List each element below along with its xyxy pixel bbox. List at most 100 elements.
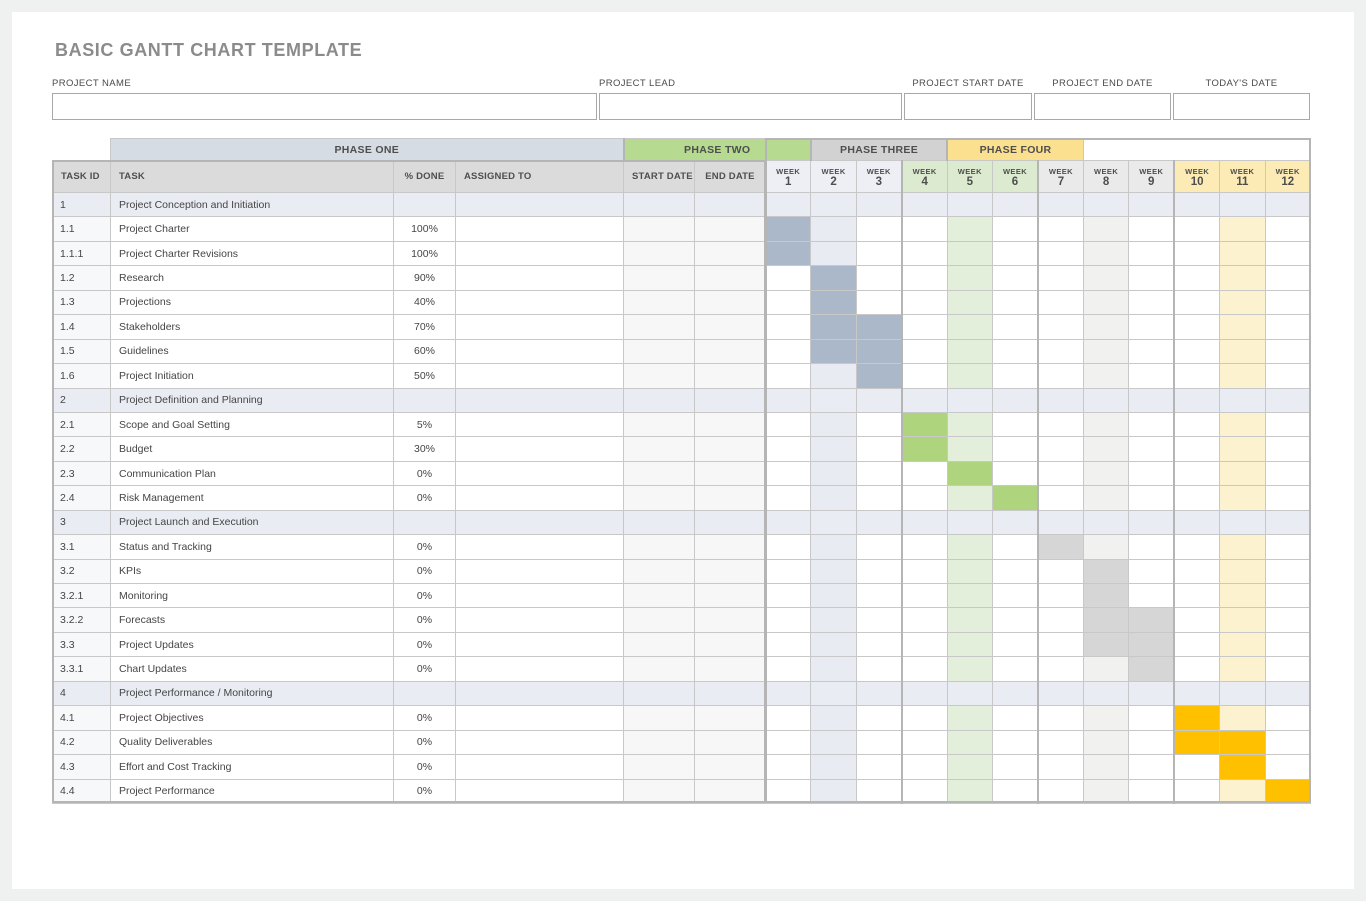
gantt-cell-4.3-w6[interactable]	[992, 754, 1039, 780]
task-name-cell-2.4[interactable]: Risk Management	[110, 485, 394, 511]
gantt-cell-4.2-w10[interactable]	[1173, 729, 1221, 756]
gantt-cell-3.2.1-w7[interactable]	[1036, 582, 1084, 609]
todays-date-input[interactable]	[1173, 93, 1310, 120]
gantt-cell-1.2-w8[interactable]	[1082, 265, 1130, 291]
end-date-cell-1.5[interactable]	[694, 338, 766, 365]
percent-done-cell-2.1[interactable]: 5%	[393, 411, 456, 438]
gantt-cell-1-w10[interactable]	[1173, 191, 1221, 218]
gantt-cell-1.2-w12[interactable]	[1264, 265, 1311, 291]
assigned-to-cell-1.1[interactable]	[455, 216, 624, 242]
gantt-cell-3.3.1-w9[interactable]	[1128, 656, 1175, 682]
task-name-cell-4.1[interactable]: Project Objectives	[110, 705, 394, 731]
gantt-cell-4.3-w2[interactable]	[810, 754, 857, 780]
gantt-cell-4.1-w11[interactable]	[1219, 705, 1266, 731]
gantt-cell-1.5-w4[interactable]	[900, 338, 948, 365]
gantt-cell-3.3.1-w12[interactable]	[1264, 656, 1311, 682]
gantt-cell-3.2-w11[interactable]	[1219, 558, 1266, 585]
task-id-cell-2.1[interactable]: 2.1	[52, 411, 111, 438]
gantt-cell-2.2-w11[interactable]	[1219, 436, 1266, 462]
start-date-cell-3.2.1[interactable]	[623, 582, 695, 609]
gantt-cell-2.3-w3[interactable]	[855, 460, 903, 487]
gantt-cell-3.2.2-w11[interactable]	[1219, 607, 1266, 633]
gantt-cell-4.4-w1[interactable]	[764, 778, 812, 804]
gantt-cell-4.3-w9[interactable]	[1128, 754, 1175, 780]
start-date-cell-2[interactable]	[623, 387, 695, 413]
gantt-cell-1.1.1-w9[interactable]	[1128, 240, 1175, 267]
percent-done-cell-4.1[interactable]: 0%	[393, 705, 456, 731]
gantt-cell-3.2.1-w8[interactable]	[1082, 582, 1130, 609]
task-name-cell-1.1.1[interactable]: Project Charter Revisions	[110, 240, 394, 267]
gantt-cell-3.3.1-w7[interactable]	[1036, 656, 1084, 682]
gantt-cell-2.3-w11[interactable]	[1219, 460, 1266, 487]
gantt-cell-1.1.1-w10[interactable]	[1173, 240, 1221, 267]
end-date-cell-1.4[interactable]	[694, 314, 766, 340]
gantt-cell-2-w9[interactable]	[1128, 387, 1175, 413]
gantt-cell-3.3-w1[interactable]	[764, 631, 812, 658]
task-name-cell-2[interactable]: Project Definition and Planning	[110, 387, 394, 413]
end-date-cell-3.2.2[interactable]	[694, 607, 766, 633]
gantt-cell-4.2-w1[interactable]	[764, 729, 812, 756]
gantt-cell-3.3-w8[interactable]	[1082, 631, 1130, 658]
gantt-cell-1.1-w2[interactable]	[810, 216, 857, 242]
end-date-cell-2[interactable]	[694, 387, 766, 413]
percent-done-cell-3.3.1[interactable]: 0%	[393, 656, 456, 682]
gantt-cell-1.1.1-w1[interactable]	[764, 240, 812, 267]
start-date-cell-3[interactable]	[623, 509, 695, 536]
end-date-cell-3.2[interactable]	[694, 558, 766, 585]
gantt-cell-2.1-w7[interactable]	[1036, 411, 1084, 438]
gantt-cell-3.2.1-w11[interactable]	[1219, 582, 1266, 609]
percent-done-cell-4.4[interactable]: 0%	[393, 778, 456, 804]
gantt-cell-1.2-w1[interactable]	[764, 265, 812, 291]
gantt-cell-3-w6[interactable]	[992, 509, 1039, 536]
gantt-cell-4.3-w8[interactable]	[1082, 754, 1130, 780]
gantt-cell-3-w5[interactable]	[946, 509, 994, 536]
gantt-cell-2-w5[interactable]	[946, 387, 994, 413]
gantt-cell-3.3.1-w6[interactable]	[992, 656, 1039, 682]
gantt-cell-1.3-w7[interactable]	[1036, 289, 1084, 316]
gantt-cell-3.3.1-w10[interactable]	[1173, 656, 1221, 682]
gantt-cell-3.2.2-w8[interactable]	[1082, 607, 1130, 633]
gantt-cell-2.4-w12[interactable]	[1264, 485, 1311, 511]
task-id-cell-2.2[interactable]: 2.2	[52, 436, 111, 462]
gantt-cell-3.3.1-w8[interactable]	[1082, 656, 1130, 682]
gantt-cell-3.3.1-w4[interactable]	[900, 656, 948, 682]
assigned-to-cell-4.3[interactable]	[455, 754, 624, 780]
end-date-cell-3.2.1[interactable]	[694, 582, 766, 609]
task-id-cell-1.2[interactable]: 1.2	[52, 265, 111, 291]
gantt-cell-4.3-w1[interactable]	[764, 754, 812, 780]
gantt-cell-3.2-w12[interactable]	[1264, 558, 1311, 585]
gantt-cell-1.4-w1[interactable]	[764, 314, 812, 340]
gantt-cell-1-w2[interactable]	[810, 191, 857, 218]
gantt-cell-4.4-w3[interactable]	[855, 778, 903, 804]
gantt-cell-1.1.1-w11[interactable]	[1219, 240, 1266, 267]
task-id-cell-4.3[interactable]: 4.3	[52, 754, 111, 780]
gantt-cell-1-w4[interactable]	[900, 191, 948, 218]
gantt-cell-3.2.2-w10[interactable]	[1173, 607, 1221, 633]
gantt-cell-4.3-w12[interactable]	[1264, 754, 1311, 780]
gantt-cell-3.2.1-w10[interactable]	[1173, 582, 1221, 609]
gantt-cell-1.5-w6[interactable]	[992, 338, 1039, 365]
gantt-cell-2.3-w2[interactable]	[810, 460, 857, 487]
start-date-cell-4.2[interactable]	[623, 729, 695, 756]
gantt-cell-3.1-w3[interactable]	[855, 534, 903, 560]
project-name-input[interactable]	[52, 93, 597, 120]
gantt-cell-3.3.1-w1[interactable]	[764, 656, 812, 682]
gantt-cell-2.2-w9[interactable]	[1128, 436, 1175, 462]
gantt-cell-4.4-w10[interactable]	[1173, 778, 1221, 804]
gantt-cell-3.3-w12[interactable]	[1264, 631, 1311, 658]
gantt-cell-1.2-w7[interactable]	[1036, 265, 1084, 291]
end-date-cell-2.1[interactable]	[694, 411, 766, 438]
gantt-cell-3.3-w4[interactable]	[900, 631, 948, 658]
start-date-cell-4[interactable]	[623, 680, 695, 707]
gantt-cell-1.1-w3[interactable]	[855, 216, 903, 242]
gantt-cell-4.1-w4[interactable]	[900, 705, 948, 731]
start-date-cell-1.4[interactable]	[623, 314, 695, 340]
gantt-cell-4.2-w8[interactable]	[1082, 729, 1130, 756]
gantt-cell-3.3.1-w2[interactable]	[810, 656, 857, 682]
task-name-cell-4.3[interactable]: Effort and Cost Tracking	[110, 754, 394, 780]
gantt-cell-1.4-w11[interactable]	[1219, 314, 1266, 340]
gantt-cell-1.3-w8[interactable]	[1082, 289, 1130, 316]
task-id-cell-4.4[interactable]: 4.4	[52, 778, 111, 804]
gantt-cell-2.1-w8[interactable]	[1082, 411, 1130, 438]
gantt-cell-3-w4[interactable]	[900, 509, 948, 536]
